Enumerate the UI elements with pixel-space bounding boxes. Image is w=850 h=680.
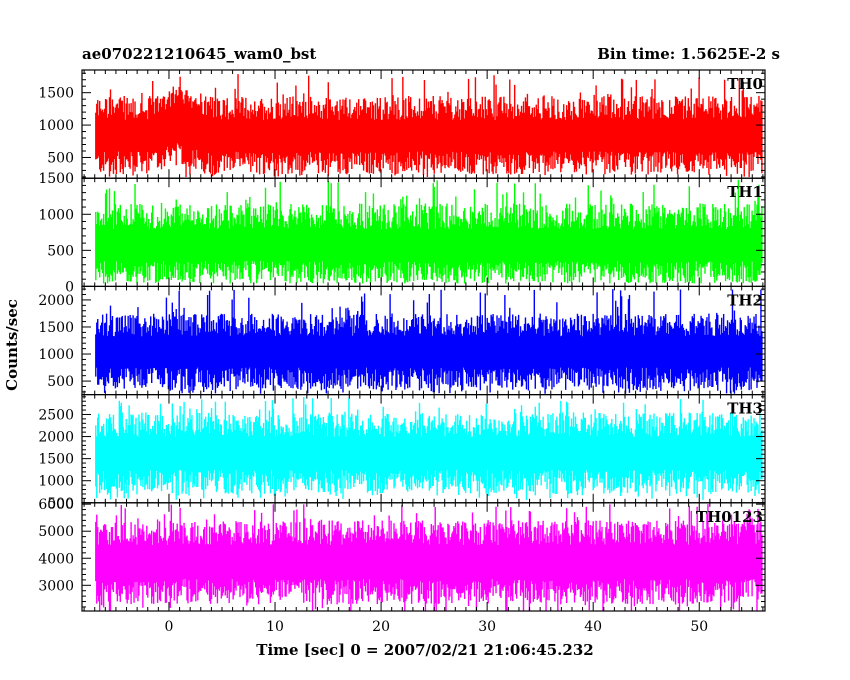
series-th0123 bbox=[95, 504, 763, 611]
y-tick-label: 1500 bbox=[38, 452, 74, 468]
chart-subtitle: Bin time: 1.5625E-2 s bbox=[597, 45, 780, 63]
x-tick-label: 40 bbox=[584, 619, 602, 635]
y-tick-label: 1500 bbox=[38, 320, 74, 336]
panel-th1: 0 500 1000 1500 TH1 bbox=[38, 171, 766, 295]
y-tick-label: 3000 bbox=[38, 578, 74, 594]
y-tick-label: 1000 bbox=[38, 474, 74, 490]
x-tick-label: 10 bbox=[266, 619, 284, 635]
panel-label-th2: TH2 bbox=[727, 291, 763, 309]
series-th1 bbox=[95, 179, 763, 284]
chart-title: ae070221210645_wam0_bst bbox=[82, 45, 316, 63]
panel-label-th0123: TH0123 bbox=[696, 508, 763, 526]
panel-label-th3: TH3 bbox=[727, 400, 763, 418]
x-ticks-group: 0 10 20 30 40 50 bbox=[165, 619, 709, 635]
panel-th0: 500 1000 1500 TH0 bbox=[38, 69, 766, 179]
y-tick-label: 6000 bbox=[38, 497, 74, 513]
x-tick-label: 50 bbox=[690, 619, 708, 635]
y-tick-label: 1500 bbox=[38, 86, 74, 102]
y-tick-label: 500 bbox=[47, 374, 74, 390]
y-tick-label: 2000 bbox=[38, 293, 74, 309]
series-th0 bbox=[95, 74, 763, 178]
x-tick-label: 0 bbox=[165, 619, 174, 635]
y-tick-label: 1000 bbox=[38, 207, 74, 223]
y-tick-label: 2000 bbox=[38, 430, 74, 446]
y-tick-label: 5000 bbox=[38, 524, 74, 540]
y-axis-label: Counts/sec bbox=[3, 299, 21, 391]
panel-th0123: 3000 4000 5000 6000 TH0123 bbox=[38, 497, 766, 612]
y-tick-label: 500 bbox=[47, 150, 74, 166]
series-th2 bbox=[95, 289, 763, 394]
panel-label-th0: TH0 bbox=[727, 75, 763, 93]
x-tick-label: 30 bbox=[478, 619, 496, 635]
y-tick-label: 2500 bbox=[38, 407, 74, 423]
y-tick-label: 4000 bbox=[38, 551, 74, 567]
y-tick-label: 500 bbox=[47, 243, 74, 259]
panels-group: 500 1000 1500 TH0 0 500 1000 1500 TH1 500 1000 1500… bbox=[38, 69, 766, 612]
series-th3 bbox=[95, 397, 763, 500]
y-tick-label: 1000 bbox=[38, 347, 74, 363]
y-tick-label: 0 bbox=[65, 279, 74, 295]
panel-th2: 500 1000 1500 2000 TH2 bbox=[38, 285, 766, 396]
y-tick-label: 1500 bbox=[38, 171, 74, 187]
panel-label-th1: TH1 bbox=[727, 183, 763, 201]
x-axis-label: Time [sec] 0 = 2007/02/21 21:06:45.232 bbox=[256, 641, 593, 659]
panel-th3: 500 1000 1500 2000 2500 TH3 bbox=[38, 394, 766, 512]
y-tick-label: 1000 bbox=[38, 118, 74, 134]
y-tick-label: 500 bbox=[47, 496, 74, 512]
x-tick-label: 20 bbox=[372, 619, 390, 635]
